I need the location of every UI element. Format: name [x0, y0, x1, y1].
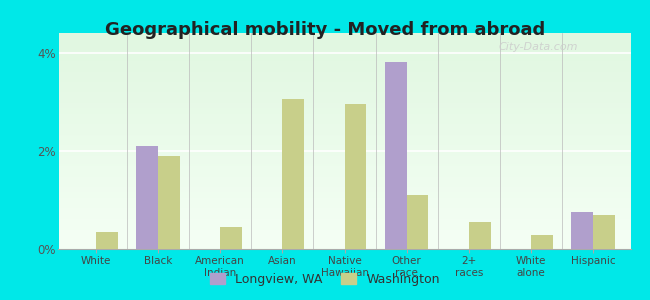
- Bar: [158, 156, 180, 249]
- Text: City-Data.com: City-Data.com: [499, 42, 578, 52]
- Bar: [344, 104, 366, 249]
- Bar: [593, 214, 615, 249]
- Bar: [220, 227, 242, 249]
- Bar: [571, 212, 593, 249]
- Bar: [282, 99, 304, 249]
- Bar: [136, 146, 158, 249]
- Bar: [469, 222, 491, 249]
- Text: Geographical mobility - Moved from abroad: Geographical mobility - Moved from abroa…: [105, 21, 545, 39]
- Legend: Longview, WA, Washington: Longview, WA, Washington: [205, 268, 445, 291]
- Bar: [407, 195, 428, 249]
- Bar: [385, 62, 407, 249]
- Bar: [96, 232, 118, 249]
- Bar: [531, 235, 552, 249]
